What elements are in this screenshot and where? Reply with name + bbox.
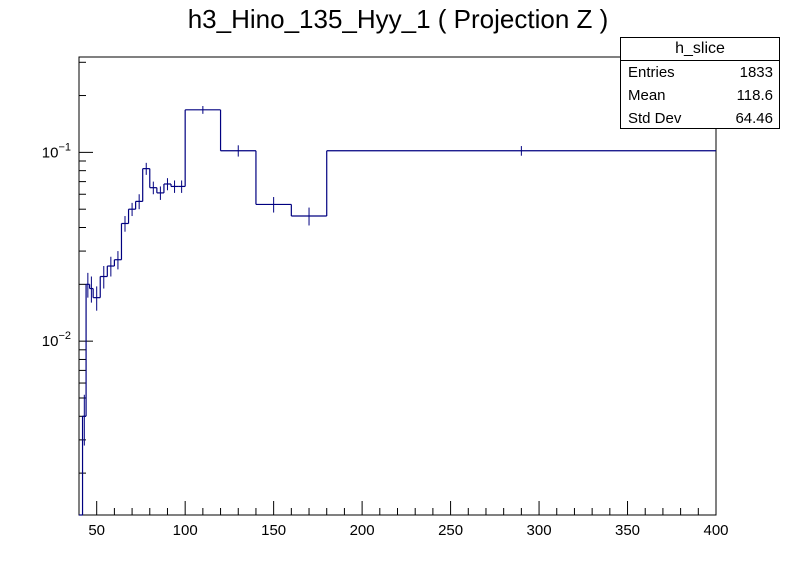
- stats-value-mean: 118.6: [736, 87, 773, 104]
- stats-row-stddev: Std Dev 64.46: [621, 107, 779, 130]
- y-tick-exponent: −1: [58, 141, 71, 153]
- x-tick-label: 200: [350, 522, 375, 539]
- stats-value-entries: 1833: [739, 64, 773, 81]
- x-tick-label: 100: [173, 522, 198, 539]
- stats-row-mean: Mean 118.6: [621, 84, 779, 107]
- stats-value-stddev: 64.46: [735, 110, 773, 127]
- stats-box-title: h_slice: [621, 38, 779, 61]
- x-tick-label: 350: [615, 522, 640, 539]
- stats-label-mean: Mean: [628, 87, 666, 104]
- x-tick-label: 300: [527, 522, 552, 539]
- x-tick-label: 250: [438, 522, 463, 539]
- y-tick-exponent: −2: [58, 330, 71, 342]
- x-tick-label: 150: [261, 522, 286, 539]
- y-tick-label: 10−1: [42, 141, 71, 161]
- stats-label-entries: Entries: [628, 64, 675, 81]
- x-tick-label: 50: [88, 522, 105, 539]
- x-tick-label: 400: [703, 522, 728, 539]
- stats-label-stddev: Std Dev: [628, 110, 682, 127]
- y-tick-label: 10−2: [42, 330, 71, 350]
- chart-title: h3_Hino_135_Hyy_1 ( Projection Z ): [187, 4, 609, 34]
- stats-box: h_slice Entries 1833 Mean 118.6 Std Dev …: [620, 37, 780, 129]
- stats-row-entries: Entries 1833: [621, 61, 779, 84]
